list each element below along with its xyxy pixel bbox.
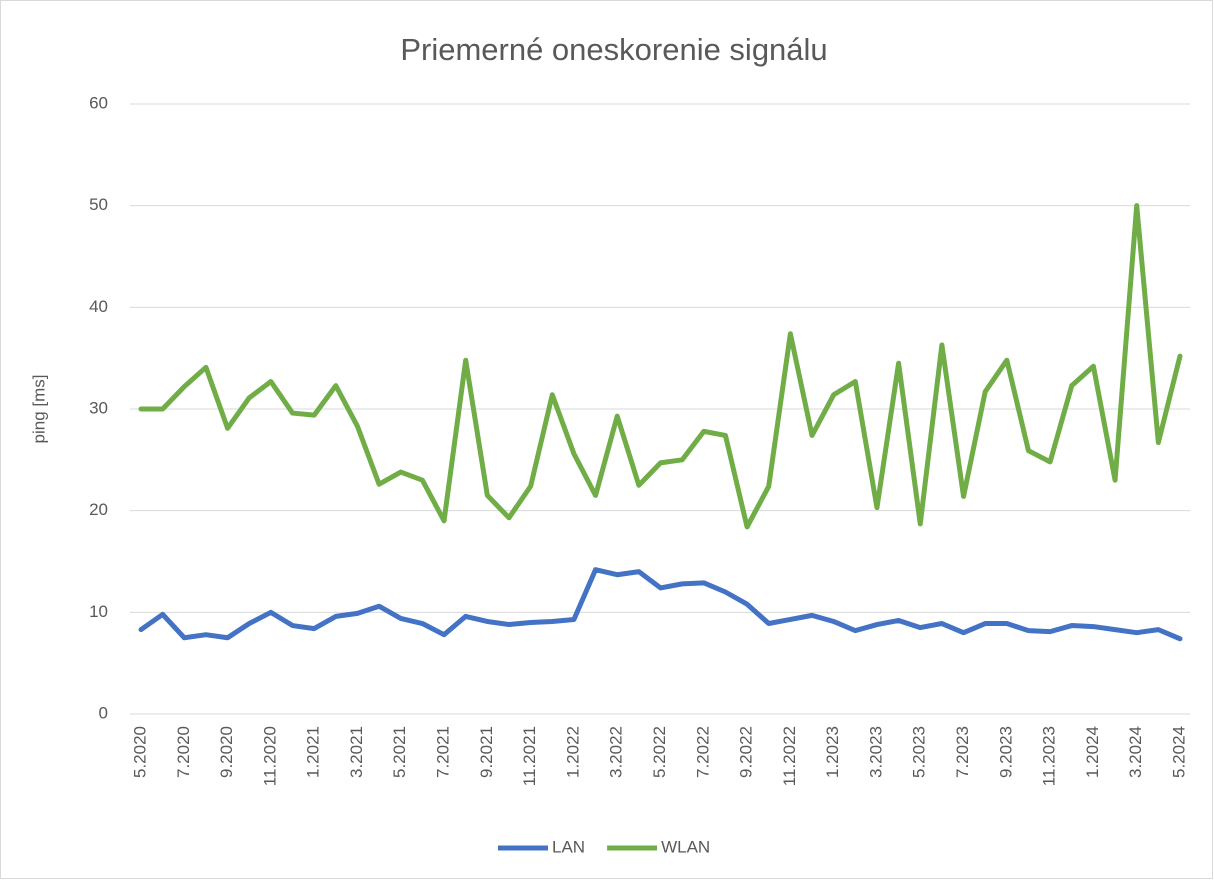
y-tick-label: 40	[89, 297, 108, 316]
x-tick-label: 9.2023	[996, 726, 1015, 778]
x-tick-label: 9.2022	[737, 726, 756, 778]
chart-title: Priemerné oneskorenie signálu	[400, 32, 827, 67]
line-series	[138, 203, 1183, 530]
y-axis-label: ping [ms]	[29, 375, 48, 444]
x-tick-label: 11.2021	[520, 726, 539, 786]
y-tick-label: 20	[89, 500, 108, 519]
x-tick-label: 1.2021	[304, 726, 323, 778]
x-tick-label: 11.2022	[780, 726, 799, 786]
y-tick-label: 50	[89, 195, 108, 214]
legend-label: LAN	[552, 837, 585, 856]
x-tick-label: 7.2021	[434, 726, 453, 778]
x-tick-label: 9.2020	[217, 726, 236, 778]
x-tick-label: 3.2023	[866, 726, 885, 778]
x-tick-label: 3.2024	[1126, 726, 1145, 778]
x-tick-label: 5.2024	[1169, 726, 1188, 778]
x-tick-label: 5.2021	[390, 726, 409, 778]
y-tick-label: 10	[89, 602, 108, 621]
x-tick-label: 7.2022	[693, 726, 712, 778]
x-tick-label: 7.2023	[953, 726, 972, 778]
x-tick-label: 3.2022	[607, 726, 626, 778]
x-tick-label: 5.2020	[130, 726, 149, 778]
x-tick-label: 9.2021	[477, 726, 496, 778]
y-tick-label: 0	[99, 703, 108, 722]
x-tick-label: 7.2020	[174, 726, 193, 778]
x-tick-label: 3.2021	[347, 726, 366, 778]
x-tick-label: 1.2022	[563, 726, 582, 778]
x-tick-label: 11.2023	[1040, 726, 1059, 786]
y-tick-label: 60	[89, 93, 108, 112]
x-tick-label: 1.2024	[1083, 726, 1102, 778]
line-series	[138, 567, 1183, 642]
x-tick-label: 5.2023	[910, 726, 929, 778]
legend-label: WLAN	[661, 837, 710, 856]
y-tick-label: 30	[89, 398, 108, 417]
x-tick-label: 5.2022	[650, 726, 669, 778]
x-tick-label: 1.2023	[823, 726, 842, 778]
x-tick-label: 11.2020	[260, 726, 279, 786]
